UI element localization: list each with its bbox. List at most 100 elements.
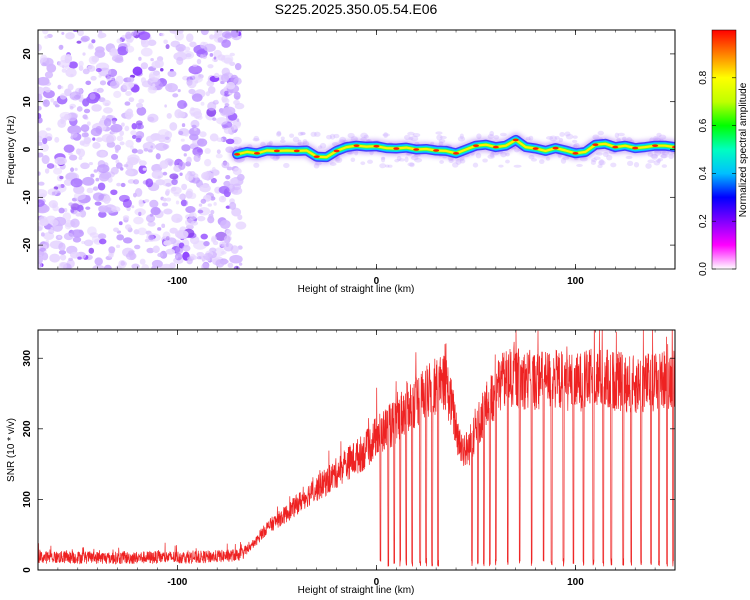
noise-blob xyxy=(64,88,72,97)
noise-blob xyxy=(88,162,94,166)
noise-blob xyxy=(112,120,116,125)
noise-blob xyxy=(647,159,655,164)
noise-blob xyxy=(42,137,48,145)
noise-blob xyxy=(219,107,232,117)
noise-blob xyxy=(103,107,113,114)
noise-blob xyxy=(459,158,466,164)
noise-blob xyxy=(111,153,119,160)
noise-blob xyxy=(120,260,125,266)
noise-blob xyxy=(98,238,107,245)
noise-blob xyxy=(656,158,662,163)
noise-blob xyxy=(145,178,154,188)
noise-blob xyxy=(200,30,209,36)
noise-blob xyxy=(657,157,664,162)
noise-blob xyxy=(138,56,142,61)
noise-blob xyxy=(192,147,204,157)
noise-blob xyxy=(475,152,482,159)
noise-blob xyxy=(201,263,210,269)
noise-blob xyxy=(189,41,197,48)
noise-blob xyxy=(633,161,640,168)
noise-blob xyxy=(70,178,83,188)
noise-blob xyxy=(95,46,105,53)
noise-blob xyxy=(114,57,124,64)
noise-blob xyxy=(46,163,55,169)
noise-blob xyxy=(65,67,77,78)
noise-blob xyxy=(299,131,306,136)
noise-blob xyxy=(204,158,212,167)
noise-blob xyxy=(172,93,179,98)
noise-blob xyxy=(408,136,414,141)
noise-blob xyxy=(38,189,48,198)
noise-blob xyxy=(73,185,85,195)
snr-xlabel: Height of straight line (km) xyxy=(298,585,415,596)
noise-blob xyxy=(595,152,603,156)
noise-blob xyxy=(91,39,96,44)
noise-blob xyxy=(237,245,243,250)
noise-blob xyxy=(279,139,286,143)
noise-blob xyxy=(59,93,67,100)
noise-blob xyxy=(226,166,233,171)
noise-blob xyxy=(233,91,241,100)
noise-blob xyxy=(213,33,220,39)
noise-blob xyxy=(214,99,219,103)
noise-blob xyxy=(90,75,97,81)
noise-blob xyxy=(150,57,154,62)
noise-blob xyxy=(82,114,88,120)
noise-blob xyxy=(455,159,462,165)
noise-blob xyxy=(545,136,554,140)
noise-blob xyxy=(162,171,168,176)
noise-blob xyxy=(162,197,167,202)
noise-blob xyxy=(224,90,229,95)
noise-blob xyxy=(211,235,217,242)
noise-blob xyxy=(49,253,61,263)
noise-blob xyxy=(236,173,245,181)
noise-blob xyxy=(193,127,197,131)
ridge-point xyxy=(612,145,619,149)
noise-blob xyxy=(70,251,81,259)
noise-blob xyxy=(191,255,198,260)
noise-blob xyxy=(63,178,73,186)
noise-blob xyxy=(297,131,304,137)
noise-blob xyxy=(313,163,320,169)
snr-series-line xyxy=(38,330,675,567)
noise-blob xyxy=(227,262,234,268)
y-tick-label: -10 xyxy=(22,190,33,205)
noise-blob xyxy=(414,158,423,163)
noise-blob xyxy=(40,54,48,63)
noise-blob xyxy=(157,227,162,231)
noise-blob xyxy=(203,43,216,52)
noise-blob xyxy=(498,164,504,168)
noise-blob xyxy=(140,77,147,84)
noise-blob xyxy=(215,259,225,268)
noise-blob xyxy=(38,130,48,139)
noise-blob xyxy=(165,197,172,202)
noise-blob xyxy=(448,158,454,164)
noise-blob xyxy=(186,79,193,86)
noise-blob xyxy=(161,223,166,228)
noise-blob xyxy=(116,38,122,44)
noise-blob xyxy=(207,86,216,94)
noise-blob xyxy=(211,167,216,172)
noise-blob xyxy=(78,65,84,71)
noise-blob xyxy=(176,56,184,66)
x-tick-label: 0 xyxy=(374,276,380,287)
noise-blob xyxy=(70,167,75,173)
noise-blob xyxy=(125,90,132,96)
noise-blob xyxy=(80,124,90,133)
noise-blob xyxy=(55,104,60,108)
noise-blob xyxy=(200,198,207,204)
noise-blob xyxy=(219,219,231,230)
noise-blob xyxy=(96,164,110,174)
noise-blob xyxy=(148,234,155,241)
noise-blob xyxy=(85,206,91,210)
noise-blob xyxy=(119,130,125,137)
noise-blob xyxy=(58,44,64,50)
noise-blob xyxy=(189,171,196,177)
noise-blob xyxy=(151,170,164,180)
noise-blob xyxy=(165,82,178,93)
noise-blob xyxy=(82,176,95,186)
noise-blob xyxy=(88,43,93,49)
noise-blob xyxy=(102,195,111,204)
noise-blob xyxy=(217,54,226,61)
noise-blob xyxy=(146,247,155,254)
